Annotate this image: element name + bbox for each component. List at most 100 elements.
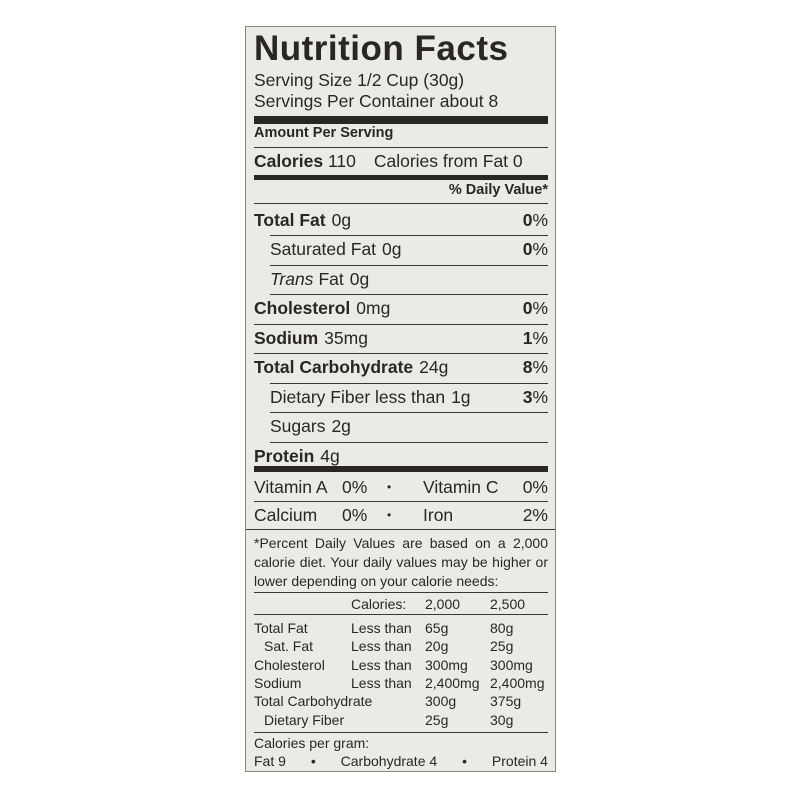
nutrient-name: Sodium	[254, 327, 319, 348]
nutrient-daily-value: 8%	[523, 357, 548, 378]
bullet: •	[387, 508, 392, 522]
dv-table-cell: 20g	[425, 638, 449, 655]
divider	[254, 353, 548, 354]
nutrient-daily-value: 0%	[523, 298, 548, 319]
divider	[254, 732, 548, 733]
dv-table-cell: Less than	[351, 674, 412, 691]
nutrient-name: Trans	[270, 268, 314, 289]
percent-sign: %	[532, 327, 548, 348]
nutrient-amount: 0g	[331, 209, 352, 230]
nutrient-amount: 0g	[382, 239, 402, 259]
vitamin-value: 0%	[342, 504, 368, 525]
daily-value-number: 3	[522, 386, 533, 407]
divider	[270, 382, 548, 384]
nutrient-daily-value: 1%	[523, 328, 548, 349]
nutrient-amount: 2g	[331, 416, 351, 436]
bullet: •	[462, 753, 467, 769]
vitamin-name: Vitamin A	[254, 476, 328, 497]
divider	[270, 235, 548, 236]
calories-per-gram-label: Calories per gram:	[254, 735, 370, 751]
nutrient-row: Sodium 35mg 1%	[254, 324, 548, 352]
divider-thick	[254, 116, 548, 124]
daily-value-number: 0	[522, 209, 533, 230]
dv-table-cell: Dietary Fiber	[264, 711, 345, 728]
dv-table-cell: Total Fat	[254, 620, 308, 636]
vitamin-row: Vitamin A 0% • Vitamin C 0%	[254, 474, 548, 500]
daily-value-number: 0	[522, 298, 533, 318]
nutrient-amount: 35mg	[324, 327, 368, 348]
nutrient-name: Sugars	[270, 416, 326, 436]
nutrient-amount: 1g	[451, 386, 471, 407]
dv-table-cell: 300mg	[490, 656, 533, 673]
nutrition-facts-label: Nutrition Facts Serving Size 1/2 Cup (30…	[245, 26, 556, 772]
dv-table-cell: Cholesterol	[254, 656, 325, 673]
percent-sign: %	[532, 298, 548, 318]
daily-value-text: % Daily Value*	[448, 182, 548, 198]
divider	[254, 592, 548, 593]
footnote: *Percent Daily Values are based on a 2,0…	[254, 535, 548, 589]
dv-table-cell: Sodium	[254, 674, 302, 691]
bullet: •	[387, 480, 392, 494]
amount-per-serving-text: Amount Per Serving	[254, 125, 394, 141]
vitamin-value: 0%	[522, 476, 548, 497]
nutrient-amount: 4g	[320, 445, 340, 466]
dv-table-header-cell: 2,500	[490, 596, 526, 612]
divider	[270, 412, 548, 413]
divider	[254, 203, 548, 204]
nutrient-row: Total Fat 0g 0%	[254, 206, 548, 234]
nutrient-daily-value: 3%	[523, 387, 548, 408]
nutrient-row: Dietary Fiber less than 1g 3%	[254, 383, 548, 411]
divider	[246, 529, 555, 530]
dv-table-cell: Less than	[351, 620, 412, 636]
vitamin-value: 2%	[522, 504, 548, 525]
nutrient-name: Saturated Fat	[270, 239, 377, 259]
dv-table-header-cell: 2,000	[425, 596, 461, 612]
dv-table-cell: 30g	[490, 711, 514, 728]
nutrient-row: Trans Fat 0g	[254, 265, 548, 293]
divider	[270, 264, 548, 266]
divider	[254, 614, 548, 615]
serving-size-text: Serving Size 1/2 Cup (30g)	[254, 70, 465, 90]
dv-table-cell: 300mg	[425, 656, 468, 673]
vitamin-name: Calcium	[254, 504, 318, 525]
nutrient-row: Saturated Fat 0g 0%	[254, 236, 548, 264]
servings-per-container: Servings Per Container about 8	[254, 91, 548, 112]
dv-table-cell: 25g	[425, 711, 449, 728]
dv-table-cell: 375g	[490, 693, 522, 710]
fat-per-gram: Fat 9	[254, 753, 286, 769]
nutrient-name: Total Fat	[254, 209, 326, 230]
calories-row: Calories 110 Calories from Fat 0	[254, 151, 548, 172]
calories-from-fat: Calories from Fat 0	[373, 151, 523, 171]
nutrient-amount: 0mg	[356, 298, 391, 318]
daily-value-number: 1	[522, 327, 533, 348]
dv-table-cell: 65g	[425, 620, 449, 636]
calories-value: 110	[327, 151, 356, 171]
divider	[254, 147, 548, 148]
daily-value-header: % Daily Value*	[254, 182, 548, 198]
label-title: Nutrition Facts	[254, 29, 509, 68]
calories-label: Calories	[254, 151, 324, 171]
nutrient-name: Cholesterol	[254, 298, 351, 318]
carb-per-gram: Carbohydrate 4	[340, 753, 438, 769]
dv-table-cell: 2,400mg	[490, 674, 545, 691]
bullet: •	[310, 753, 316, 769]
nutrient-row: Protein 4g	[254, 442, 548, 470]
divider	[254, 501, 548, 502]
servings-text: Servings Per Container about 8	[254, 91, 499, 111]
dv-table-cell: Less than	[351, 638, 412, 655]
dv-table-cell: Total Carbohydrate	[254, 693, 373, 710]
nutrient-daily-value: 0%	[523, 239, 548, 260]
protein-per-gram: Protein 4	[491, 753, 548, 769]
percent-sign: %	[532, 239, 548, 259]
dv-table-cell: 25g	[490, 638, 514, 655]
vitamin-value: 0%	[342, 476, 368, 497]
daily-value-number: 8	[522, 357, 533, 377]
nutrient-name: Protein	[254, 445, 315, 466]
nutrient-amount: 24g	[419, 357, 449, 377]
vitamin-row: Calcium 0% • Iron 2%	[254, 502, 548, 528]
nutrient-name: Dietary Fiber less than	[270, 386, 446, 407]
calories-per-gram-row: Fat 9 • Carbohydrate 4 • Protein 4	[254, 753, 548, 769]
dv-table-cell: 300g	[425, 693, 457, 710]
dv-table-cell: Less than	[351, 656, 412, 673]
percent-sign: %	[532, 209, 548, 230]
